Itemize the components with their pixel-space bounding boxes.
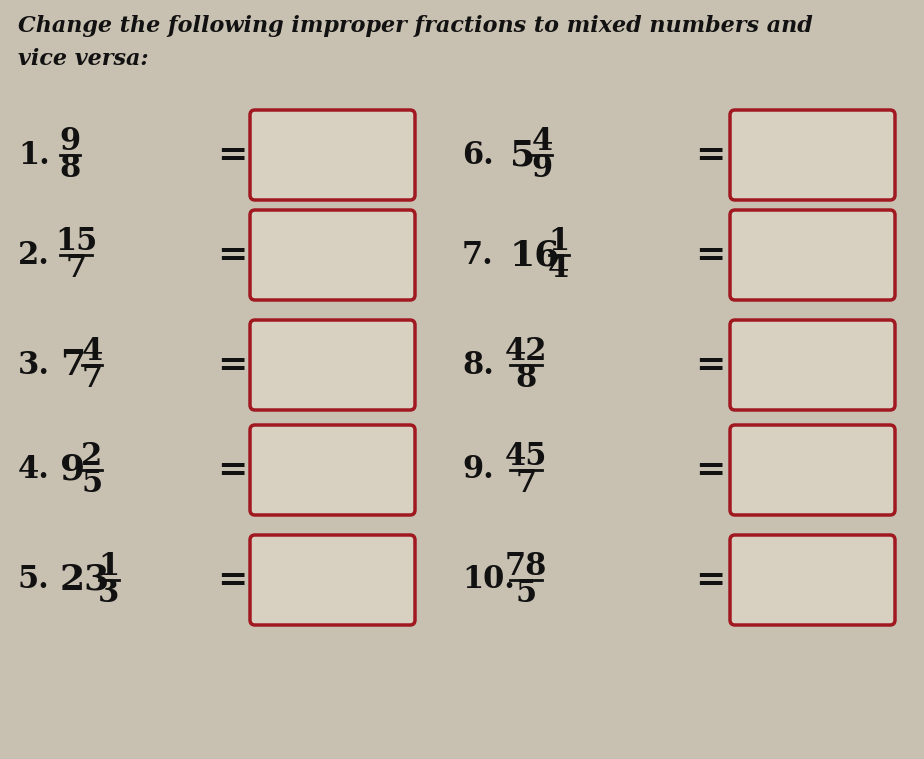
Text: 3: 3 bbox=[98, 578, 119, 609]
FancyBboxPatch shape bbox=[250, 110, 415, 200]
Text: 5: 5 bbox=[81, 468, 103, 499]
Text: 4: 4 bbox=[81, 336, 103, 367]
Text: 4: 4 bbox=[548, 254, 569, 284]
Text: 8: 8 bbox=[59, 153, 80, 184]
Text: 4: 4 bbox=[531, 126, 553, 157]
Text: 9: 9 bbox=[531, 153, 553, 184]
Text: 5: 5 bbox=[510, 138, 535, 172]
Text: =: = bbox=[217, 348, 248, 382]
FancyBboxPatch shape bbox=[250, 210, 415, 300]
Text: 7: 7 bbox=[66, 254, 87, 284]
Text: 5: 5 bbox=[516, 578, 537, 609]
Text: 78: 78 bbox=[505, 551, 547, 582]
FancyBboxPatch shape bbox=[730, 110, 895, 200]
Text: 5.: 5. bbox=[18, 565, 50, 596]
Text: 7.: 7. bbox=[462, 240, 493, 270]
Text: 1.: 1. bbox=[18, 140, 50, 171]
Text: =: = bbox=[217, 138, 248, 172]
Text: Change the following improper fractions to mixed numbers and: Change the following improper fractions … bbox=[18, 15, 813, 37]
Text: 42: 42 bbox=[505, 336, 547, 367]
Text: 4.: 4. bbox=[18, 455, 50, 486]
Text: 6.: 6. bbox=[462, 140, 493, 171]
Text: =: = bbox=[695, 238, 725, 272]
Text: 2: 2 bbox=[81, 441, 103, 472]
Text: =: = bbox=[695, 563, 725, 597]
Text: vice versa:: vice versa: bbox=[18, 48, 149, 70]
Text: 9.: 9. bbox=[462, 455, 493, 486]
FancyBboxPatch shape bbox=[730, 535, 895, 625]
Text: =: = bbox=[695, 138, 725, 172]
Text: 3.: 3. bbox=[18, 349, 50, 380]
Text: =: = bbox=[217, 453, 248, 487]
FancyBboxPatch shape bbox=[730, 320, 895, 410]
Text: 7: 7 bbox=[60, 348, 85, 382]
Text: 7: 7 bbox=[81, 363, 103, 394]
Text: 16: 16 bbox=[510, 238, 560, 272]
FancyBboxPatch shape bbox=[250, 320, 415, 410]
Text: 1: 1 bbox=[98, 551, 119, 582]
Text: 15: 15 bbox=[55, 226, 97, 257]
Text: =: = bbox=[217, 238, 248, 272]
FancyBboxPatch shape bbox=[730, 210, 895, 300]
Text: =: = bbox=[695, 348, 725, 382]
Text: 7: 7 bbox=[516, 468, 537, 499]
Text: 45: 45 bbox=[505, 441, 547, 472]
Text: 2.: 2. bbox=[18, 240, 50, 270]
Text: 8.: 8. bbox=[462, 349, 493, 380]
Text: 9: 9 bbox=[60, 453, 85, 487]
Text: =: = bbox=[217, 563, 248, 597]
FancyBboxPatch shape bbox=[250, 425, 415, 515]
FancyBboxPatch shape bbox=[250, 535, 415, 625]
Text: 9: 9 bbox=[59, 126, 80, 157]
Text: 23: 23 bbox=[60, 563, 110, 597]
Text: 1: 1 bbox=[548, 226, 569, 257]
Text: 10.: 10. bbox=[462, 565, 515, 596]
Text: 8: 8 bbox=[516, 363, 537, 394]
FancyBboxPatch shape bbox=[730, 425, 895, 515]
Text: =: = bbox=[695, 453, 725, 487]
